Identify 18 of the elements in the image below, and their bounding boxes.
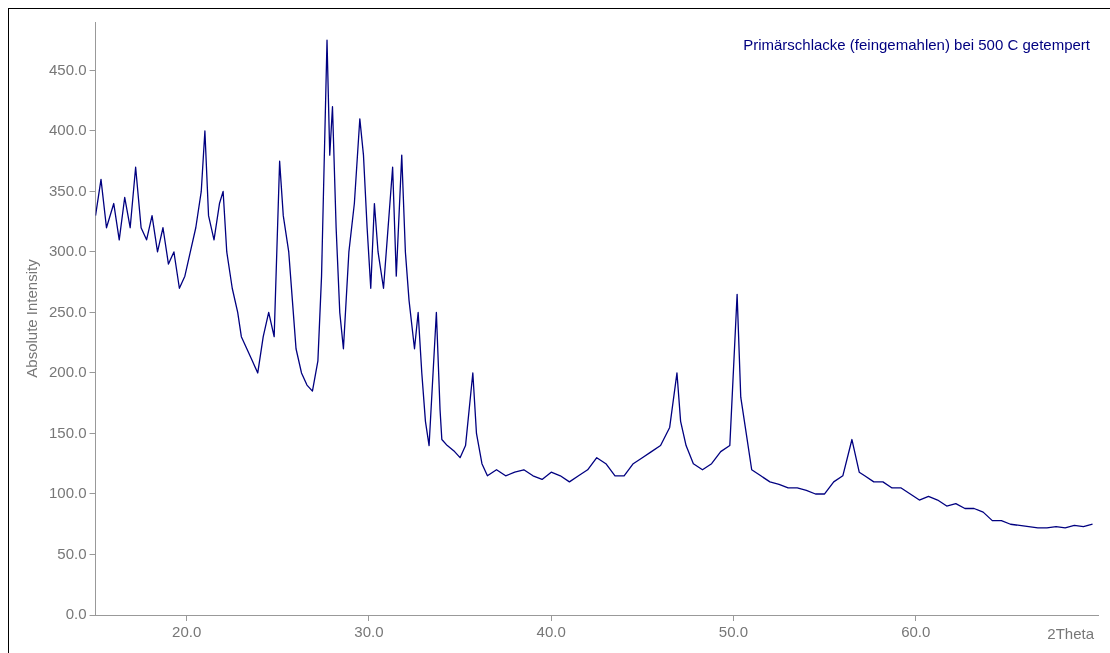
text: Primärschlacke (feingemahlen) bei 500 C getempert — [743, 35, 1091, 53]
y-tick-label: 50.0 — [57, 544, 87, 562]
y-tick-label: 200.0 — [48, 363, 87, 381]
x-axis-title: 2Theta — [1047, 624, 1095, 642]
y-tick-label: 450.0 — [48, 60, 87, 78]
y-tick-label: 300.0 — [48, 242, 87, 260]
x-tick-label: 50.0 — [718, 623, 749, 641]
y-tick-label: 100.0 — [48, 484, 87, 502]
x-tick-label: 30.0 — [354, 623, 384, 641]
y-tick-label: 400.0 — [48, 121, 87, 139]
x-tick-label: 60.0 — [901, 623, 931, 641]
y-tick-label: 0.0 — [65, 605, 87, 623]
x-tick-label: 40.0 — [536, 623, 566, 641]
y-tick-label: 350.0 — [48, 181, 87, 199]
y-tick-label: 150.0 — [48, 423, 87, 441]
x-tick-label: 20.0 — [172, 623, 202, 641]
y-tick-label: 250.0 — [48, 302, 87, 320]
y-axis-title: Absolute Intensity — [23, 258, 41, 378]
